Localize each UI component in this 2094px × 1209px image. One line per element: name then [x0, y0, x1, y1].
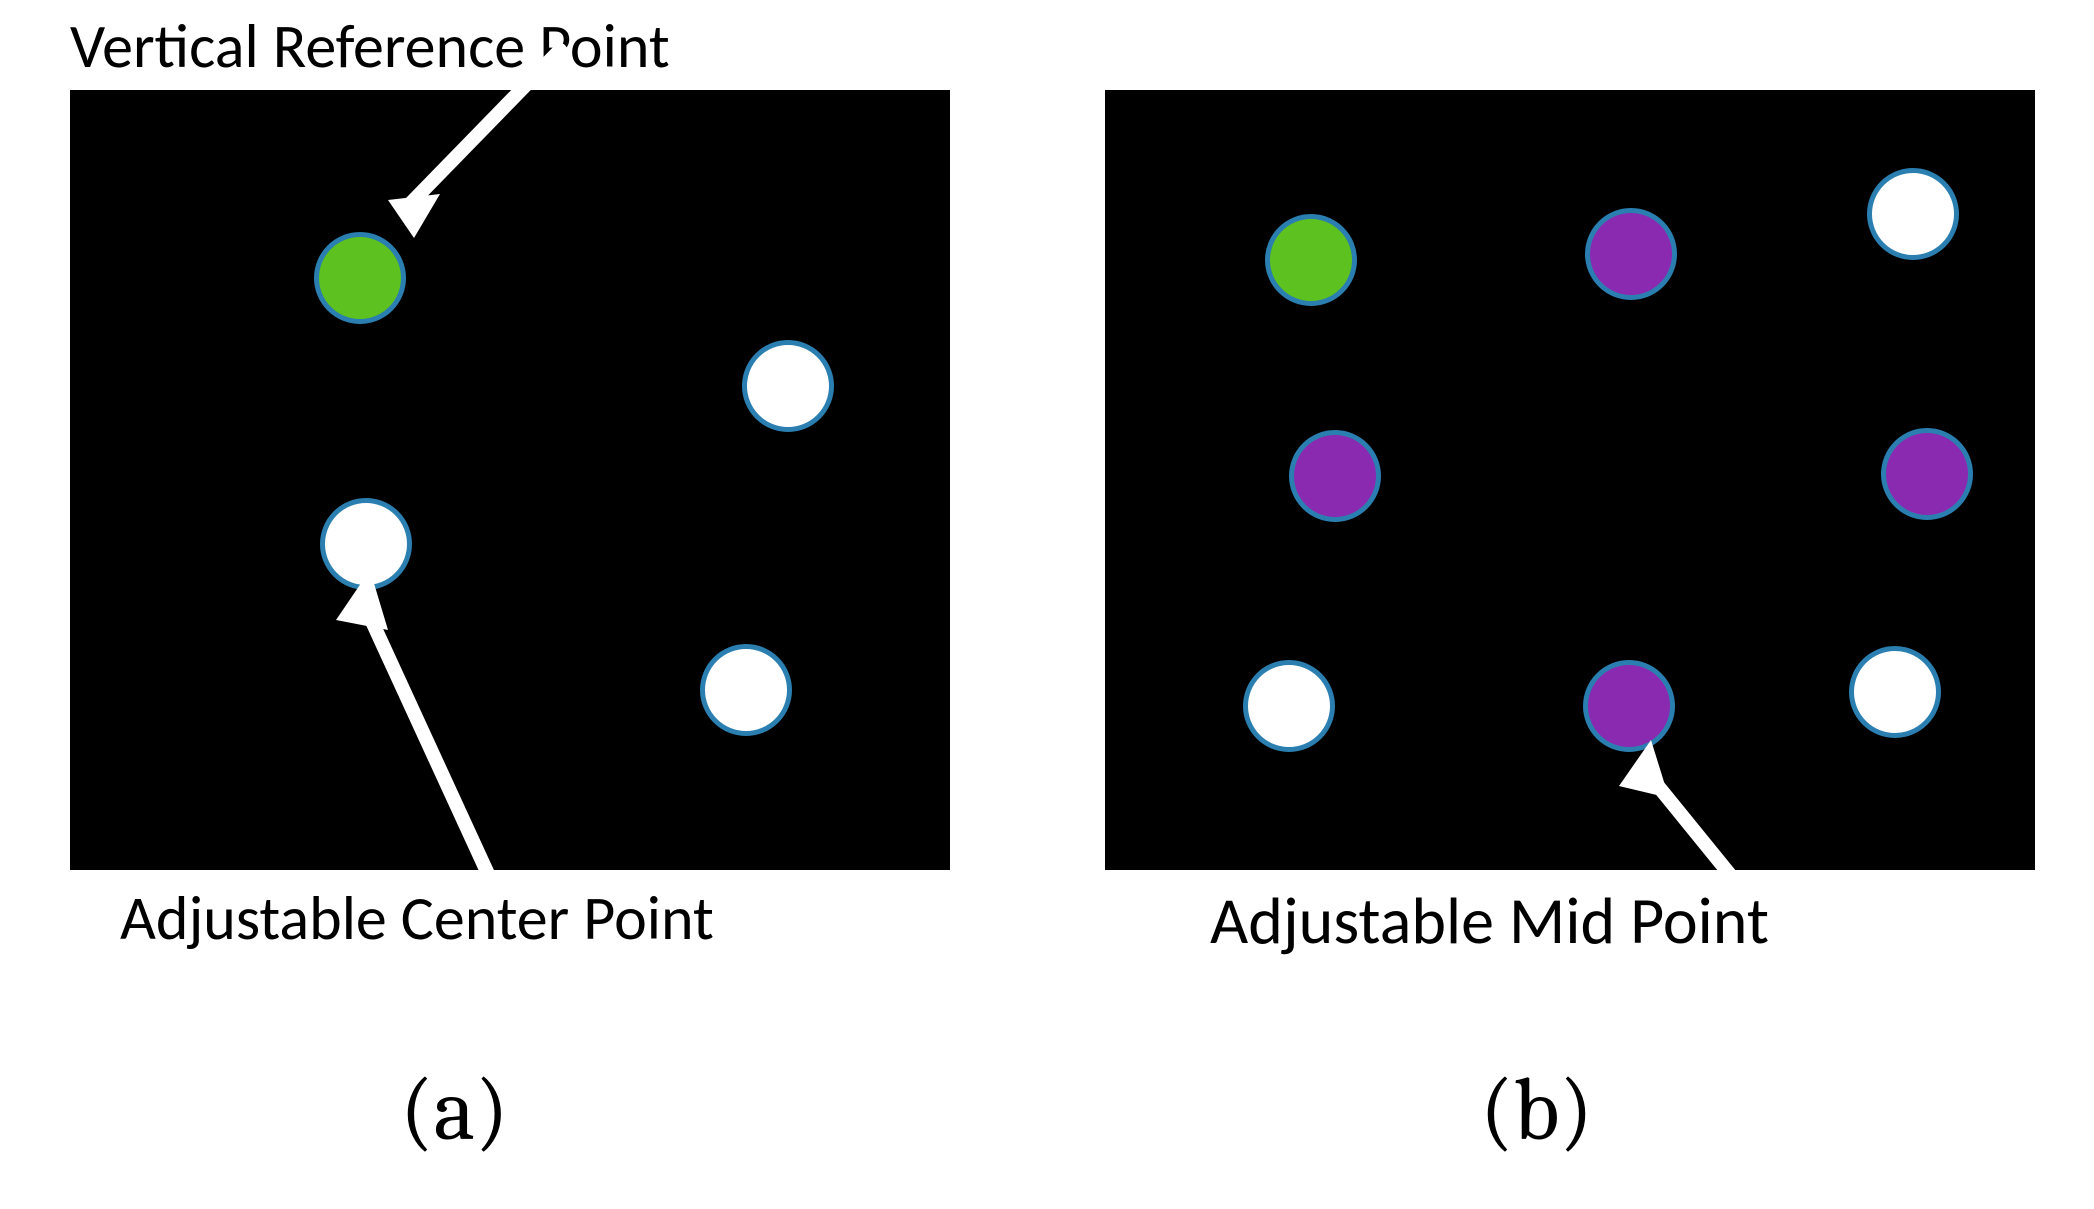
- dot: [1867, 168, 1959, 260]
- dot: [1289, 430, 1381, 522]
- dot: [742, 340, 834, 432]
- dot: [1585, 208, 1677, 300]
- panel-b: [1105, 90, 2035, 870]
- figure-container: Vertical Reference Point Adjustable Cent…: [0, 0, 2094, 1209]
- panel-a-letter: (a): [400, 1060, 509, 1161]
- dot: [1849, 646, 1941, 738]
- panel-b-title-bottom: Adjustable Mid Point: [1210, 880, 1769, 961]
- panel-a-inner: [70, 90, 950, 870]
- dot: [1881, 428, 1973, 520]
- arrow-top-icon: [330, 50, 610, 290]
- dot: [1265, 214, 1357, 306]
- panel-a: [70, 90, 950, 870]
- panel-b-letter: (b): [1480, 1060, 1593, 1161]
- arrow-bottom-icon: [270, 550, 570, 930]
- panel-b-inner: [1105, 90, 2035, 870]
- dot: [700, 644, 792, 736]
- dot: [1243, 660, 1335, 752]
- panel-a-title-bottom: Adjustable Center Point: [120, 880, 714, 956]
